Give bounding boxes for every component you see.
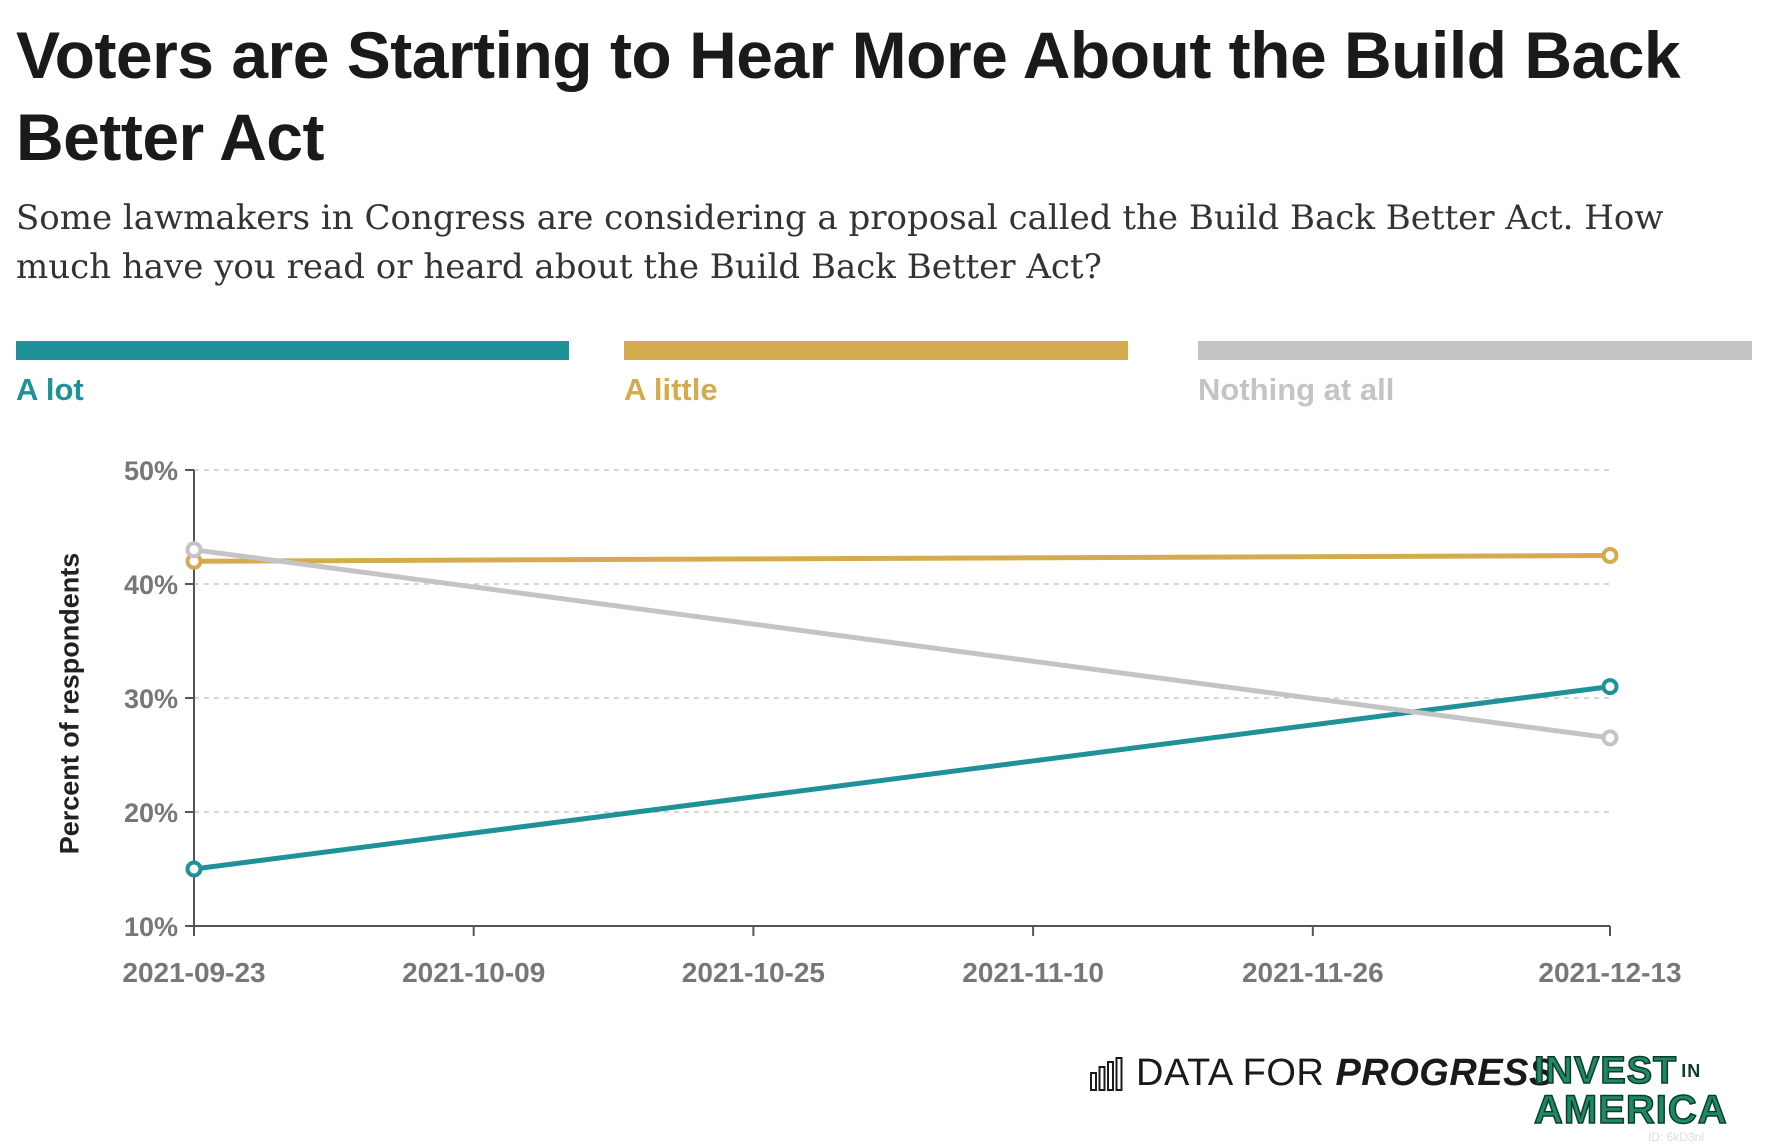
x-tick-label: 2021-09-23: [122, 957, 265, 988]
data-for-progress-logo: DATA FOR PROGRESS: [1090, 1052, 1555, 1095]
x-tick-label: 2021-12-13: [1538, 957, 1681, 988]
chart-id: ID: 6kD3nl: [1648, 1130, 1705, 1144]
chart-title: Voters are Starting to Hear More About t…: [16, 18, 1681, 174]
x-tick-label: 2021-10-25: [682, 957, 825, 988]
legend-swatch-a-little: [624, 341, 1128, 360]
x-tick-label: 2021-10-09: [402, 957, 545, 988]
y-tick-label: 20%: [124, 798, 178, 828]
in-word: IN: [1681, 1061, 1702, 1081]
y-tick-label: 30%: [124, 684, 178, 714]
invest-in-america-logo: INVEST IN AMERICA: [1533, 1050, 1744, 1132]
bar-chart-logo-icon: [1090, 1056, 1123, 1091]
legend-swatch-nothing-at-all: [1198, 341, 1752, 360]
series-line-a-little: [193, 553, 1611, 564]
invest-word: INVEST: [1533, 1050, 1678, 1092]
legend-item-a-little: A little: [624, 341, 1128, 408]
legend-label-a-little: A little: [624, 372, 718, 407]
y-tick-label: 10%: [124, 912, 178, 942]
chart-subtitle: Some lawmakers in Congress are consideri…: [16, 198, 1664, 287]
y-tick-label: 50%: [124, 456, 178, 486]
dfp-prefix: DATA FOR: [1136, 1052, 1336, 1094]
series-line-nothing-at-all: [193, 547, 1611, 741]
data-point-a-little: [1601, 547, 1619, 564]
legend-item-nothing-at-all: Nothing at all: [1198, 341, 1752, 408]
x-tick-label: 2021-11-10: [962, 957, 1104, 988]
y-tick-label: 40%: [124, 570, 178, 600]
data-point-a-lot: [1601, 678, 1619, 696]
legend-label-a-lot: A lot: [16, 372, 84, 407]
legend-swatch-a-lot: [16, 341, 569, 360]
dfp-emphasis: PROGRESS: [1335, 1052, 1555, 1094]
data-for-progress-wordmark: DATA FOR PROGRESS: [1136, 1052, 1555, 1095]
america-word: AMERICA: [1533, 1088, 1728, 1132]
data-point-nothing-at-all: [1601, 729, 1619, 747]
data-point-nothing-at-all: [185, 541, 203, 559]
legend-item-a-lot: A lot: [16, 341, 569, 408]
legend-label-nothing-at-all: Nothing at all: [1198, 372, 1395, 407]
series-line-a-lot: [193, 684, 1611, 872]
data-point-a-lot: [185, 860, 203, 878]
legend: A lot A little Nothing at all: [16, 341, 1752, 411]
x-tick-label: 2021-11-26: [1242, 957, 1384, 988]
